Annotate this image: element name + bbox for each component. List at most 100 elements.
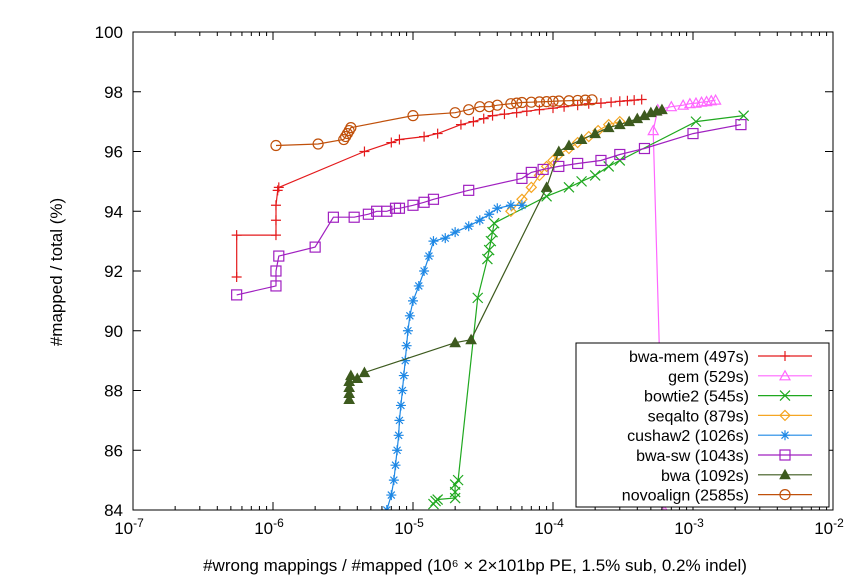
data-point-gem <box>683 97 696 109</box>
data-point-cushaw2 <box>392 445 403 456</box>
data-point-bwa-mem <box>487 110 498 121</box>
series-line-novoalign <box>275 99 593 147</box>
data-point-novoalign <box>491 99 503 111</box>
data-point-novoalign <box>312 138 324 150</box>
data-point-bwa-sw <box>362 208 374 220</box>
data-point-bowtie2 <box>614 155 626 166</box>
data-point-cushaw2 <box>390 460 401 471</box>
data-point-bowtie2 <box>563 181 575 193</box>
data-point-cushaw2 <box>395 400 406 411</box>
data-point-novoalign <box>345 121 357 134</box>
data-point-bwa-mem <box>511 107 522 118</box>
y-tick-label: 86 <box>104 441 123 460</box>
legend-marker-bwa-mem <box>780 351 790 361</box>
data-point-novoalign <box>449 107 461 119</box>
data-point-bwa-mem <box>432 128 443 139</box>
data-point-cushaw2 <box>398 370 409 381</box>
y-axis-title: #mapped / total (%) <box>47 198 66 346</box>
data-point-bwa <box>351 372 364 384</box>
x-tick-label: 10-7 <box>114 516 144 538</box>
data-point-bwa-sw <box>407 199 419 211</box>
y-tick-label: 90 <box>104 322 123 341</box>
data-point-bwa <box>343 393 356 404</box>
data-point-bwa-mem <box>548 103 558 114</box>
series-cushaw2 <box>381 200 527 510</box>
data-point-cushaw2 <box>492 203 503 214</box>
data-point-bwa-sw <box>231 289 243 301</box>
data-point-bwa-sw <box>463 184 475 196</box>
axes-layer: 84 86 88 90 92 94 96 98 100 10-7 10-6 10-5 10-4 10-3 1… <box>95 23 844 538</box>
data-point-cushaw2 <box>474 215 485 226</box>
data-point-bowtie2 <box>472 292 484 304</box>
data-point-novoalign <box>338 133 350 146</box>
legend-label-bwa-sw: bwa-sw (1043s) <box>636 448 749 465</box>
data-point-bwa <box>623 115 636 127</box>
x-tick-label: 10-3 <box>674 516 704 538</box>
legend-marker-bwa-sw <box>779 449 791 461</box>
data-point-cushaw2 <box>394 415 405 426</box>
data-point-bwa-mem <box>468 116 479 127</box>
data-point-cushaw2 <box>401 340 412 351</box>
y-tick-label: 88 <box>104 382 123 401</box>
data-point-bwa <box>343 387 356 398</box>
data-point-novoalign <box>572 94 584 107</box>
data-point-bwa-mem <box>521 106 532 117</box>
data-point-bwa <box>343 381 356 393</box>
data-point-bwa-mem <box>270 230 281 241</box>
x-tick-label: 10-2 <box>814 516 844 538</box>
legend-marker-cushaw2 <box>780 430 790 441</box>
series-novoalign <box>270 94 598 152</box>
data-point-bowtie2 <box>488 217 500 229</box>
data-point-bwa-mem <box>270 215 281 226</box>
legend-label-seqalto: seqalto (879s) <box>648 408 749 425</box>
data-point-novoalign <box>463 104 475 116</box>
legend-label-gem: gem (529s) <box>668 369 749 386</box>
legend-label-bwa: bwa (1092s) <box>661 468 749 485</box>
data-point-novoalign <box>533 96 546 108</box>
series-bwa <box>343 103 668 404</box>
data-point-bwa-mem <box>270 200 281 211</box>
data-point-bwa-sw <box>273 250 285 262</box>
data-point-bwa <box>602 121 615 133</box>
y-tick-label: 92 <box>104 262 123 281</box>
data-point-cushaw2 <box>400 355 411 366</box>
data-point-bwa <box>465 333 477 345</box>
data-point-cushaw2 <box>423 251 434 262</box>
data-point-cushaw2 <box>450 227 461 238</box>
data-point-bwa-sw <box>525 166 537 179</box>
legend-marker-bwa <box>779 468 791 480</box>
legend-label-novoalign: novoalign (2585s) <box>622 488 749 505</box>
data-point-bowtie2 <box>576 175 588 187</box>
data-point-bwa-mem <box>386 137 397 148</box>
data-point-cushaw2 <box>388 475 399 486</box>
data-point-bwa-mem <box>455 119 466 130</box>
data-point-bwa-sw <box>418 196 430 208</box>
data-point-bwa <box>656 103 668 115</box>
data-point-novoalign <box>586 94 598 106</box>
data-point-bwa-sw <box>595 154 607 167</box>
data-point-bwa-mem <box>273 182 284 193</box>
data-point-bwa-mem <box>419 131 430 142</box>
data-point-novoalign <box>563 95 575 107</box>
data-point-bwa-mem <box>394 134 405 145</box>
data-point-seqalto <box>525 181 538 194</box>
data-point-bwa-sw <box>572 157 584 170</box>
data-point-cushaw2 <box>402 325 413 336</box>
data-point-bowtie2 <box>690 116 702 128</box>
data-point-bwa-sw <box>638 142 651 155</box>
legend-marker-novoalign <box>779 489 791 501</box>
data-point-bwa <box>449 336 461 348</box>
legend-label-bwa-mem: bwa-mem (497s) <box>629 349 749 366</box>
data-point-bwa <box>343 375 356 387</box>
data-point-novoalign <box>474 101 486 113</box>
data-point-bwa-sw <box>270 265 282 277</box>
data-point-bowtie2 <box>483 244 495 256</box>
data-point-bwa-sw <box>735 119 747 131</box>
x-tick-label: 10-5 <box>394 516 424 538</box>
data-point-novoalign <box>540 96 553 108</box>
data-point-novoalign <box>505 98 517 110</box>
data-point-bwa-sw <box>348 211 360 223</box>
legend-box <box>575 342 830 508</box>
data-point-novoalign <box>516 96 528 109</box>
y-tick-label: 100 <box>95 23 123 42</box>
